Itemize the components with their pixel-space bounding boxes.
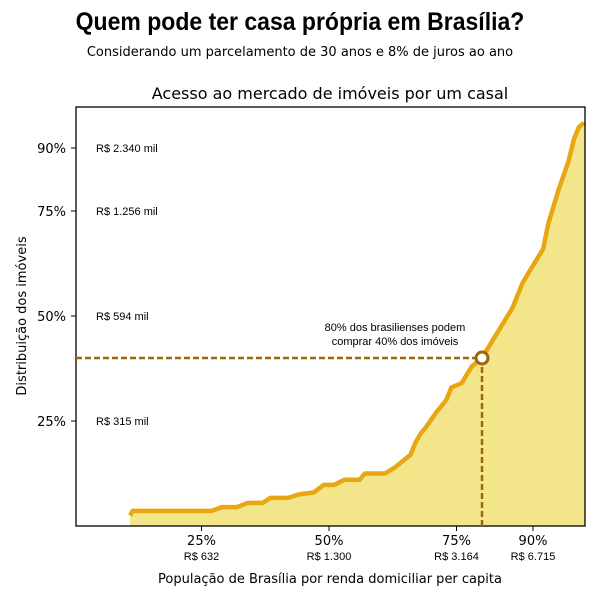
y-tick-label: 50% [37,310,66,325]
x-tick-sublabel: R$ 632 [184,551,219,563]
x-tick-label: 25% [187,534,216,549]
x-tick-sublabel: R$ 1.300 [307,551,352,563]
annotation-line1: 80% dos brasilienses podem [325,322,466,334]
y-tick-sublabel: R$ 1.256 mil [96,206,158,218]
annotation-line2: comprar 40% dos imóveis [332,336,459,348]
x-tick-sublabel: R$ 6.715 [511,551,556,563]
y-tick-label: 75% [37,205,66,220]
y-tick-sublabel: R$ 315 mil [96,416,149,428]
y-axis-label: Distribuição dos imóveis [15,236,30,395]
page-subtitle: Considerando um parcelamento de 30 anos … [86,45,514,60]
area-fill [130,122,585,527]
x-tick-sublabel: R$ 3.164 [434,551,479,563]
x-axis-label: População de Brasília por renda domicili… [158,572,502,587]
chart-title: Acesso ao mercado de imóveis por um casa… [151,84,509,103]
y-tick-label: 90% [37,142,66,157]
page-title: Quem pode ter casa própria em Brasília? [75,8,525,36]
x-tick-label: 75% [442,534,471,549]
y-tick-sublabel: R$ 594 mil [96,311,149,323]
x-tick-label: 50% [315,534,344,549]
highlight-marker [474,350,490,366]
series-line [128,121,586,517]
y-tick-label: 25% [37,415,66,430]
y-tick-sublabel: R$ 2.340 mil [96,143,158,155]
x-tick-label: 90% [519,534,548,549]
